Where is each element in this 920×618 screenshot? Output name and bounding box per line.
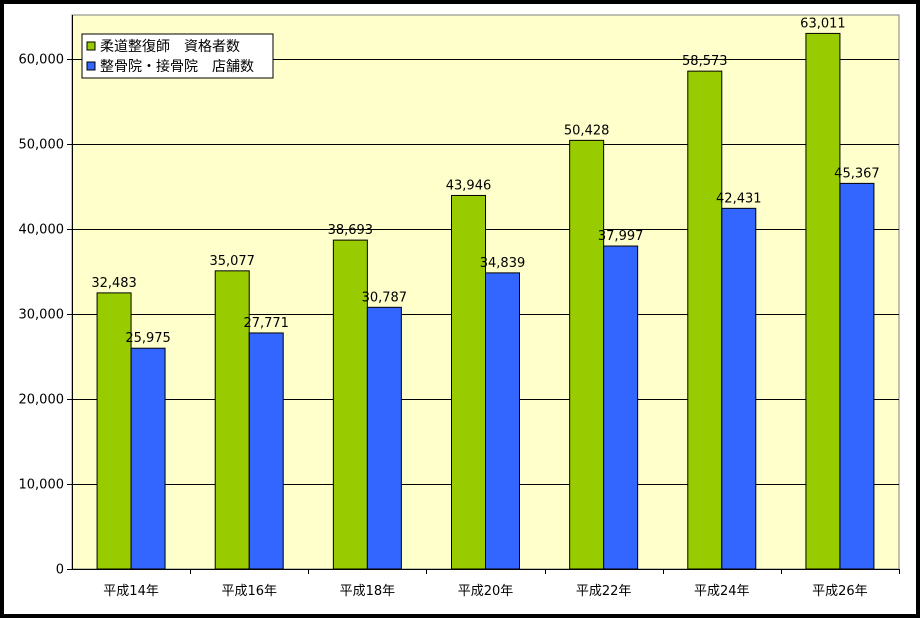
data-label: 45,367 xyxy=(834,166,880,181)
data-label: 27,771 xyxy=(243,316,289,331)
y-tick-label: 0 xyxy=(56,563,64,578)
x-tick-label: 平成18年 xyxy=(340,584,396,599)
data-label: 34,839 xyxy=(480,256,526,271)
y-tick-label: 60,000 xyxy=(19,53,65,68)
x-tick-label: 平成16年 xyxy=(221,584,277,599)
bar xyxy=(603,245,639,570)
y-tick-label: 40,000 xyxy=(19,223,65,238)
data-label: 58,573 xyxy=(682,54,728,69)
bar xyxy=(687,70,723,570)
bar xyxy=(248,332,284,570)
legend-swatch-clinic-count xyxy=(86,61,96,71)
bar xyxy=(805,32,841,570)
data-label: 38,693 xyxy=(328,223,374,238)
legend-label-clinic-count: 整骨院・接骨院 店舗数 xyxy=(100,58,254,75)
bar xyxy=(332,239,368,570)
bar xyxy=(721,207,757,570)
x-tick-label: 平成26年 xyxy=(812,584,868,599)
data-label: 42,431 xyxy=(716,191,762,206)
gridlines xyxy=(72,59,899,485)
bar xyxy=(485,272,520,570)
data-label: 25,975 xyxy=(125,331,171,346)
y-tick-label: 10,000 xyxy=(19,478,65,493)
bars xyxy=(96,32,875,570)
data-label: 35,077 xyxy=(209,254,255,269)
data-label: 43,946 xyxy=(446,178,492,193)
x-tick-label: 平成20年 xyxy=(458,584,514,599)
bar xyxy=(839,182,875,570)
data-label: 50,428 xyxy=(564,123,610,138)
data-label: 32,483 xyxy=(91,276,137,291)
bar-chart: 32,483 25,975 35,077 27,771 38,693 30,787 43,9… xyxy=(19,14,900,599)
data-label: 63,011 xyxy=(800,16,846,31)
x-tick-label: 平成22年 xyxy=(576,584,632,599)
bar xyxy=(214,270,250,570)
bar xyxy=(451,194,486,570)
legend: 柔道整復師 資格者数 整骨院・接骨院 店舗数 xyxy=(81,33,274,79)
legend-label-qualified-count: 柔道整復師 資格者数 xyxy=(100,38,240,55)
legend-swatch-qualified-count xyxy=(86,41,96,51)
y-tick-label: 50,000 xyxy=(19,138,65,153)
data-label: 37,997 xyxy=(598,229,644,244)
x-axis: 平成14年 平成16年 平成18年 平成20年 平成22年 平成24年 平成26年 xyxy=(72,569,900,599)
x-tick-label: 平成14年 xyxy=(103,584,159,599)
y-tick-label: 30,000 xyxy=(19,308,65,323)
bar xyxy=(130,347,166,570)
bar xyxy=(366,306,402,570)
x-tick-label: 平成24年 xyxy=(694,584,750,599)
y-axis: 0 10,000 20,000 30,000 40,000 50,000 60,000 xyxy=(19,15,73,578)
data-label: 30,787 xyxy=(362,290,408,305)
data-labels: 32,483 25,975 35,077 27,771 38,693 30,787 43,9… xyxy=(91,16,879,346)
legend-box xyxy=(81,33,274,79)
y-tick-label: 20,000 xyxy=(19,393,65,408)
bar xyxy=(569,139,605,570)
